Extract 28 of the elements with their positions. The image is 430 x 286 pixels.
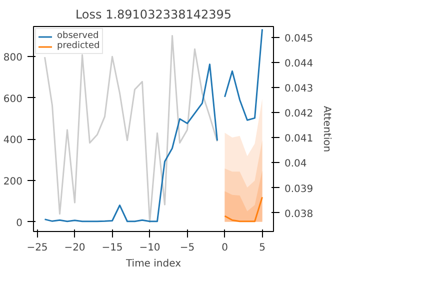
legend-label: predicted <box>57 41 100 51</box>
x-tick-label: 0 <box>222 242 228 254</box>
y2-tick-label: 0.04 <box>284 158 307 170</box>
x-axis-title: Time index <box>124 258 182 270</box>
y2-tick-label: 0.038 <box>284 208 314 220</box>
y2-tick-label: 0.042 <box>284 108 314 120</box>
x-tick-label: −10 <box>139 242 160 254</box>
y2-tick-label: 0.045 <box>284 33 314 44</box>
y2-tick-label: 0.041 <box>284 134 314 145</box>
y-tick-label: 800 <box>3 52 23 64</box>
chart-title: Loss 1.891032338142395 <box>75 8 232 22</box>
y2-tick-label: 0.039 <box>284 184 314 195</box>
x-tick-label: −15 <box>102 242 123 254</box>
y-tick-label: 200 <box>3 176 23 188</box>
line-series <box>224 28 263 121</box>
legend-label: observed <box>57 31 99 41</box>
y-tick-label: 400 <box>3 135 23 146</box>
line-series <box>44 64 218 222</box>
x-tick-label: −25 <box>26 242 48 254</box>
x-tick-label: 5 <box>259 242 266 254</box>
y2-tick-label: 0.043 <box>284 83 314 94</box>
y2-axis-title: Attention <box>321 106 332 152</box>
y-tick-label: 0 <box>16 218 23 229</box>
y-tick-label: 600 <box>3 94 23 105</box>
line-series <box>224 196 263 222</box>
y2-tick-label: 0.044 <box>284 58 314 70</box>
x-tick-label: −5 <box>180 242 195 254</box>
x-tick-label: −20 <box>64 242 86 254</box>
